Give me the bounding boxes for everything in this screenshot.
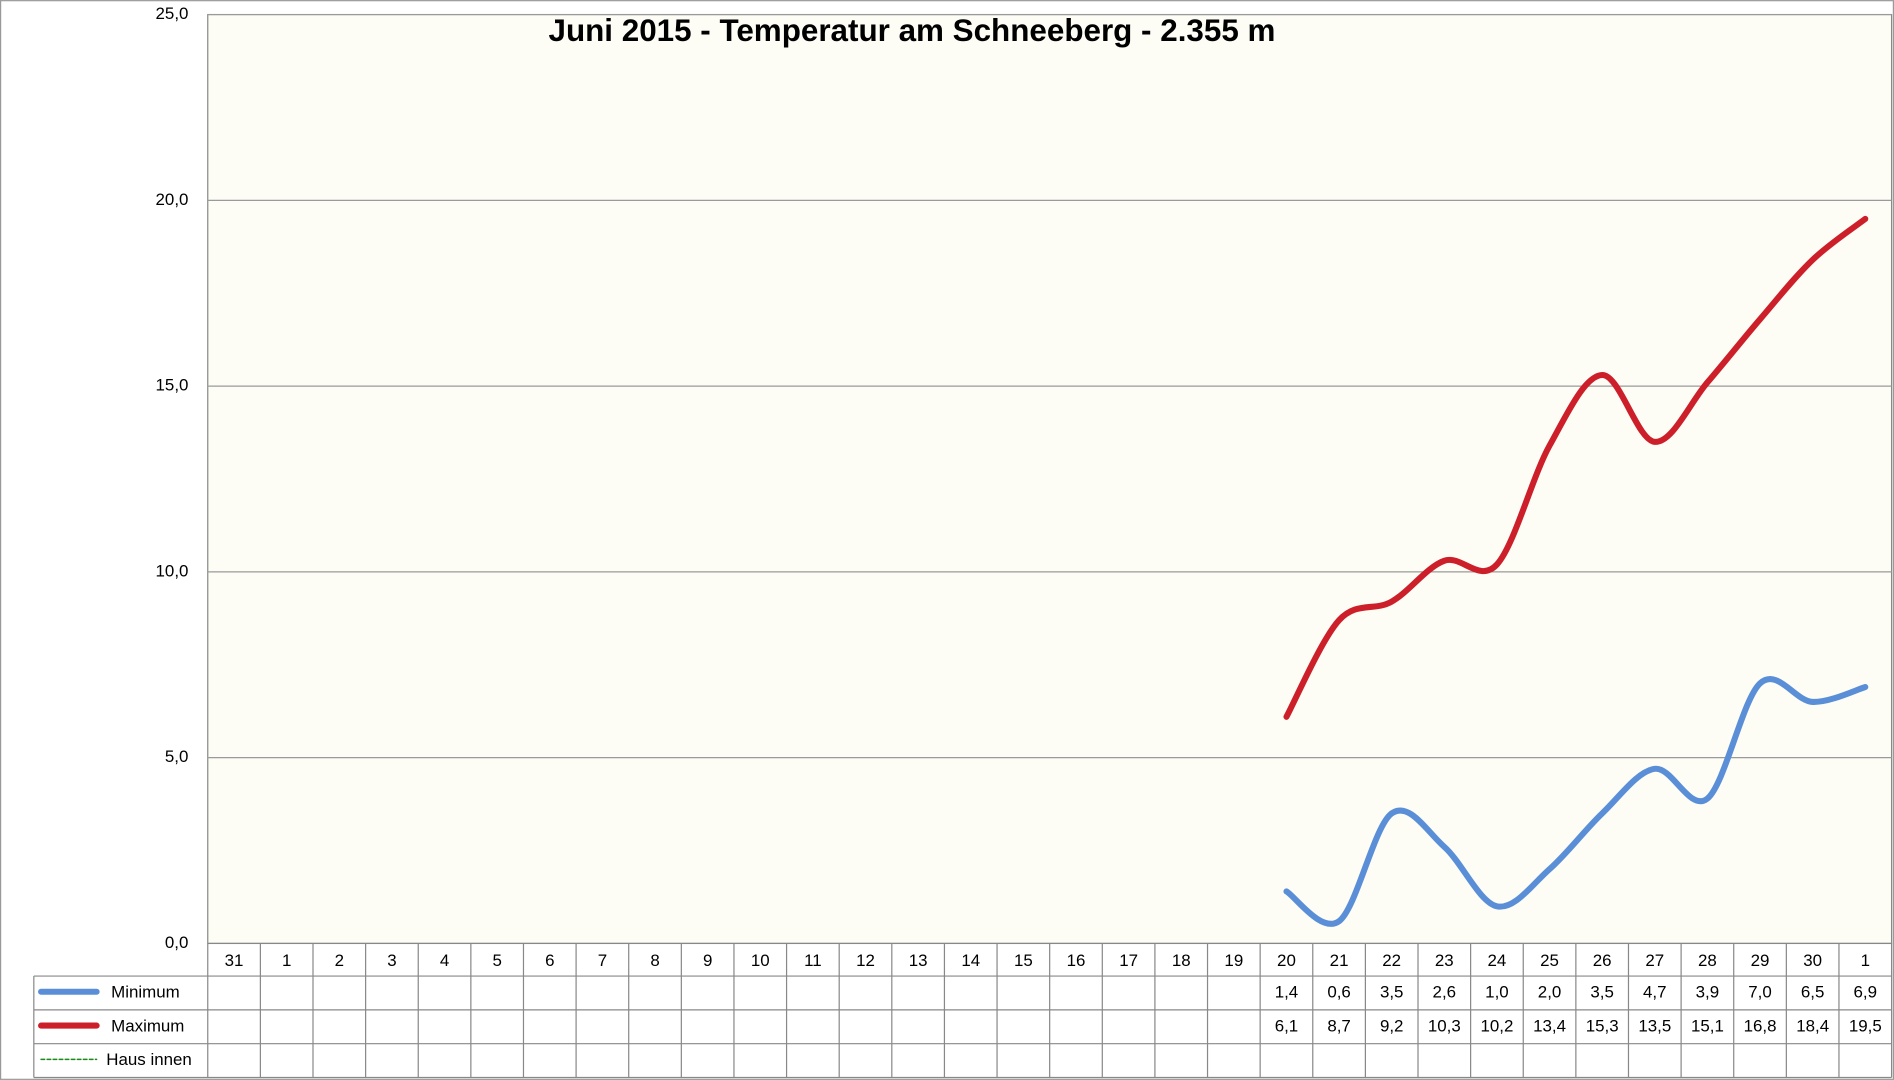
data-label: 10,3 xyxy=(1428,1016,1461,1035)
data-label: 10,2 xyxy=(1480,1016,1513,1035)
x-tick-label: 2 xyxy=(335,951,344,970)
data-label: 6,1 xyxy=(1275,1016,1299,1035)
y-tick-label: 15,0 xyxy=(156,376,189,395)
data-label: 3,5 xyxy=(1380,982,1404,1001)
data-label: 18,4 xyxy=(1796,1016,1829,1035)
x-tick-label: 25 xyxy=(1540,951,1559,970)
data-label: 19,5 xyxy=(1849,1016,1882,1035)
data-label: 15,1 xyxy=(1691,1016,1724,1035)
x-tick-label: 17 xyxy=(1119,951,1138,970)
data-label: 7,0 xyxy=(1748,982,1772,1001)
data-label: 6,9 xyxy=(1854,982,1878,1001)
data-label: 3,5 xyxy=(1590,982,1614,1001)
x-tick-label: 26 xyxy=(1593,951,1612,970)
data-label: 3,9 xyxy=(1696,982,1720,1001)
x-tick-label: 9 xyxy=(703,951,712,970)
x-tick-label: 20 xyxy=(1277,951,1296,970)
x-tick-label: 3 xyxy=(387,951,396,970)
data-label: 4,7 xyxy=(1643,982,1667,1001)
x-tick-label: 27 xyxy=(1645,951,1664,970)
data-label: 0,6 xyxy=(1327,982,1351,1001)
data-label: 6,5 xyxy=(1801,982,1825,1001)
x-tick-label: 22 xyxy=(1382,951,1401,970)
y-tick-label: 0,0 xyxy=(165,933,189,952)
data-label: 8,7 xyxy=(1327,1016,1351,1035)
x-tick-label: 30 xyxy=(1803,951,1822,970)
x-tick-label: 11 xyxy=(804,951,822,970)
x-tick-label: 7 xyxy=(598,951,607,970)
y-tick-label: 5,0 xyxy=(165,747,189,766)
legend-label: Maximum xyxy=(111,1016,184,1035)
series-line xyxy=(1283,676,1869,927)
x-tick-label: 31 xyxy=(225,951,244,970)
x-tick-label: 12 xyxy=(856,951,875,970)
plot-area xyxy=(207,13,1893,945)
data-label: 13,5 xyxy=(1638,1016,1671,1035)
data-label: 15,3 xyxy=(1586,1016,1619,1035)
x-tick-label: 23 xyxy=(1435,951,1454,970)
data-label: 13,4 xyxy=(1533,1016,1566,1035)
x-tick-label: 24 xyxy=(1488,951,1507,970)
data-label: 2,6 xyxy=(1433,982,1457,1001)
data-label: 9,2 xyxy=(1380,1016,1404,1035)
x-tick-label: 5 xyxy=(492,951,501,970)
x-tick-label: 21 xyxy=(1330,951,1349,970)
data-label: 2,0 xyxy=(1538,982,1562,1001)
y-tick-label: 20,0 xyxy=(156,190,189,209)
series-line xyxy=(1283,215,1869,720)
y-tick-label: 25,0 xyxy=(156,4,189,23)
x-tick-label: 1 xyxy=(1861,951,1870,970)
legend-label: Haus innen xyxy=(106,1050,192,1069)
x-tick-label: 6 xyxy=(545,951,554,970)
x-tick-label: 18 xyxy=(1172,951,1191,970)
x-tick-label: 13 xyxy=(909,951,928,970)
chart-title: Juni 2015 - Temperatur am Schneeberg - 2… xyxy=(549,13,1276,48)
x-tick-label: 15 xyxy=(1014,951,1033,970)
x-tick-label: 10 xyxy=(751,951,770,970)
x-tick-label: 19 xyxy=(1224,951,1243,970)
x-tick-label: 4 xyxy=(440,951,449,970)
x-tick-label: 8 xyxy=(650,951,659,970)
x-tick-label: 16 xyxy=(1067,951,1086,970)
data-label: 1,0 xyxy=(1485,982,1509,1001)
y-tick-label: 10,0 xyxy=(156,561,189,580)
x-tick-label: 14 xyxy=(961,951,980,970)
data-label: 16,8 xyxy=(1744,1016,1777,1035)
x-tick-label: 28 xyxy=(1698,951,1717,970)
x-tick-label: 29 xyxy=(1751,951,1770,970)
legend-label: Minimum xyxy=(111,982,180,1001)
data-label: 1,4 xyxy=(1275,982,1299,1001)
x-tick-label: 1 xyxy=(282,951,291,970)
